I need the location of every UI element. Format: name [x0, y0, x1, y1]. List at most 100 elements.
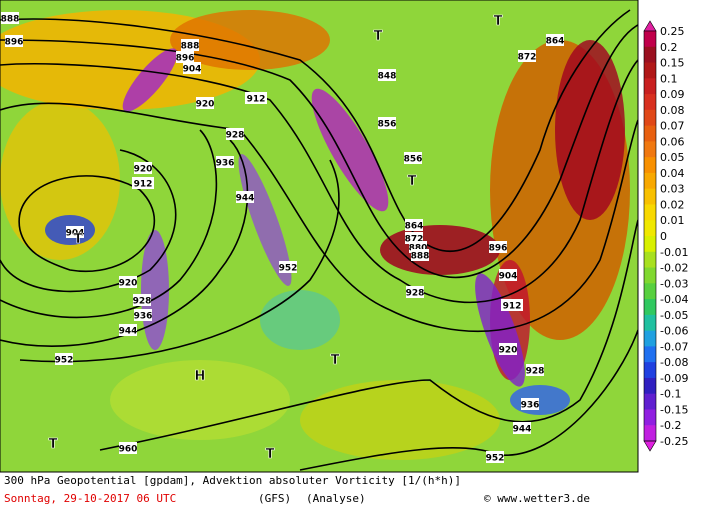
contour-label: 888: [411, 252, 430, 262]
pressure-marker: T: [494, 14, 503, 29]
colorbar-label: 0: [660, 230, 667, 243]
footer-model: (GFS): [258, 492, 291, 505]
contour-label-bg: [489, 241, 507, 253]
contour-label: 872: [405, 235, 424, 245]
contour-label-bg: [5, 35, 23, 47]
contour-label: 896: [489, 244, 508, 254]
contour-label: 888: [1, 15, 20, 25]
contour-label: 912: [503, 302, 522, 312]
colorbar-label: -0.15: [660, 403, 688, 416]
contour-label-bg: [196, 97, 214, 109]
contour-label: 952: [55, 356, 74, 366]
pressure-marker: T: [74, 232, 83, 247]
colorbar-label: 0.04: [660, 167, 685, 180]
colorbar-label: 0.07: [660, 120, 685, 133]
contour-label: 864: [405, 222, 424, 232]
colorbar-swatch: [644, 346, 656, 363]
contour-label: 904: [66, 229, 85, 239]
contour-label: 888: [181, 42, 200, 52]
colorbar-swatch: [644, 236, 656, 253]
pressure-marker: H: [195, 369, 206, 384]
colorbar-label: -0.08: [660, 356, 688, 369]
contour-label-bg: [119, 324, 137, 336]
contour-label-bg: [245, 92, 267, 104]
contour-label-bg: [216, 156, 234, 168]
contour-label: 912: [134, 180, 153, 190]
colorbar-swatch: [644, 251, 656, 269]
contour-label-bg: [119, 276, 137, 288]
contour-label-bg: [499, 343, 517, 355]
contour-label: 928: [133, 297, 152, 307]
colorbar-label: -0.06: [660, 325, 688, 338]
colorbar-label: 0.05: [660, 151, 685, 164]
contour-label: 928: [226, 131, 245, 141]
colorbar-label: -0.2: [660, 419, 681, 432]
colorbar-swatch: [644, 31, 656, 48]
contour-label: 904: [183, 65, 202, 75]
contour-label-bg: [406, 286, 424, 298]
colorbar-swatch: [644, 330, 656, 347]
footer-date: Sonntag, 29-10-2017 06 UTC: [4, 492, 176, 505]
colorbar-label: -0.03: [660, 277, 688, 290]
contour-label-bg: [546, 34, 564, 46]
colorbar-label: -0.05: [660, 309, 688, 322]
colorbar-swatch: [644, 220, 656, 237]
colorbar-swatch: [644, 141, 656, 158]
colorbar-swatch: [644, 62, 656, 79]
colorbar-label: 0.02: [660, 198, 685, 211]
colorbar-label: -0.09: [660, 372, 688, 385]
colorbar-label: -0.1: [660, 388, 681, 401]
colorbar-label: 0.01: [660, 214, 685, 227]
contour-label-bg: [279, 261, 297, 273]
colorbar-cap: [643, 440, 657, 452]
colorbar-label: 0.03: [660, 183, 685, 196]
contour-label: 936: [134, 312, 153, 322]
contour-label: 856: [378, 120, 397, 130]
colorbar-swatch: [644, 172, 656, 190]
colorbar-swatch: [644, 393, 656, 410]
colorbar-label: -0.04: [660, 293, 688, 306]
contour-label-bg: [176, 51, 194, 63]
contour-label-bg: [132, 177, 154, 189]
contour-label: 920: [134, 165, 153, 175]
colorbar-label: -0.25: [660, 435, 688, 448]
colorbar-label: -0.01: [660, 246, 688, 259]
contour-label: 936: [216, 159, 235, 169]
contour-label-bg: [1, 12, 19, 24]
contour-label: 960: [119, 445, 138, 455]
contour-label: 880: [409, 244, 428, 254]
pressure-marker: T: [408, 174, 417, 189]
footer-run: (Analyse): [306, 492, 366, 505]
colorbar-swatch: [644, 94, 656, 111]
colorbar-swatch: [644, 125, 656, 142]
contour-label: 944: [513, 425, 532, 435]
contour-label-bg: [55, 353, 73, 365]
colorbar-cap: [643, 20, 657, 32]
colorbar-swatch: [644, 157, 656, 174]
colorbar-swatch: [644, 204, 656, 221]
contour-label-bg: [119, 442, 137, 454]
contour-label: 952: [486, 454, 505, 464]
contour-label-bg: [134, 162, 152, 174]
contour-label: 928: [526, 367, 545, 377]
contour-label-bg: [134, 309, 152, 321]
colorbar-label: 0.09: [660, 88, 685, 101]
contour-label-bg: [521, 398, 539, 410]
colorbar-label: 0.25: [660, 25, 685, 38]
contour-label-bg: [411, 249, 429, 261]
map-field: [0, 0, 638, 472]
pressure-marker: T: [331, 353, 340, 368]
colorbar-swatch: [644, 314, 656, 332]
colorbar-label: -0.07: [660, 340, 688, 353]
contour-label-bg: [133, 294, 151, 306]
contour-label: 912: [247, 95, 266, 105]
contour-label: 872: [518, 53, 537, 63]
contour-label: 864: [546, 37, 565, 47]
contour-label: 856: [404, 155, 423, 165]
colorbar-label: 0.2: [660, 41, 678, 54]
contour-label-bg: [226, 128, 244, 140]
contour-label: 904: [499, 272, 518, 282]
contour-label: 920: [499, 346, 518, 356]
colorbar-frame: [643, 30, 657, 442]
